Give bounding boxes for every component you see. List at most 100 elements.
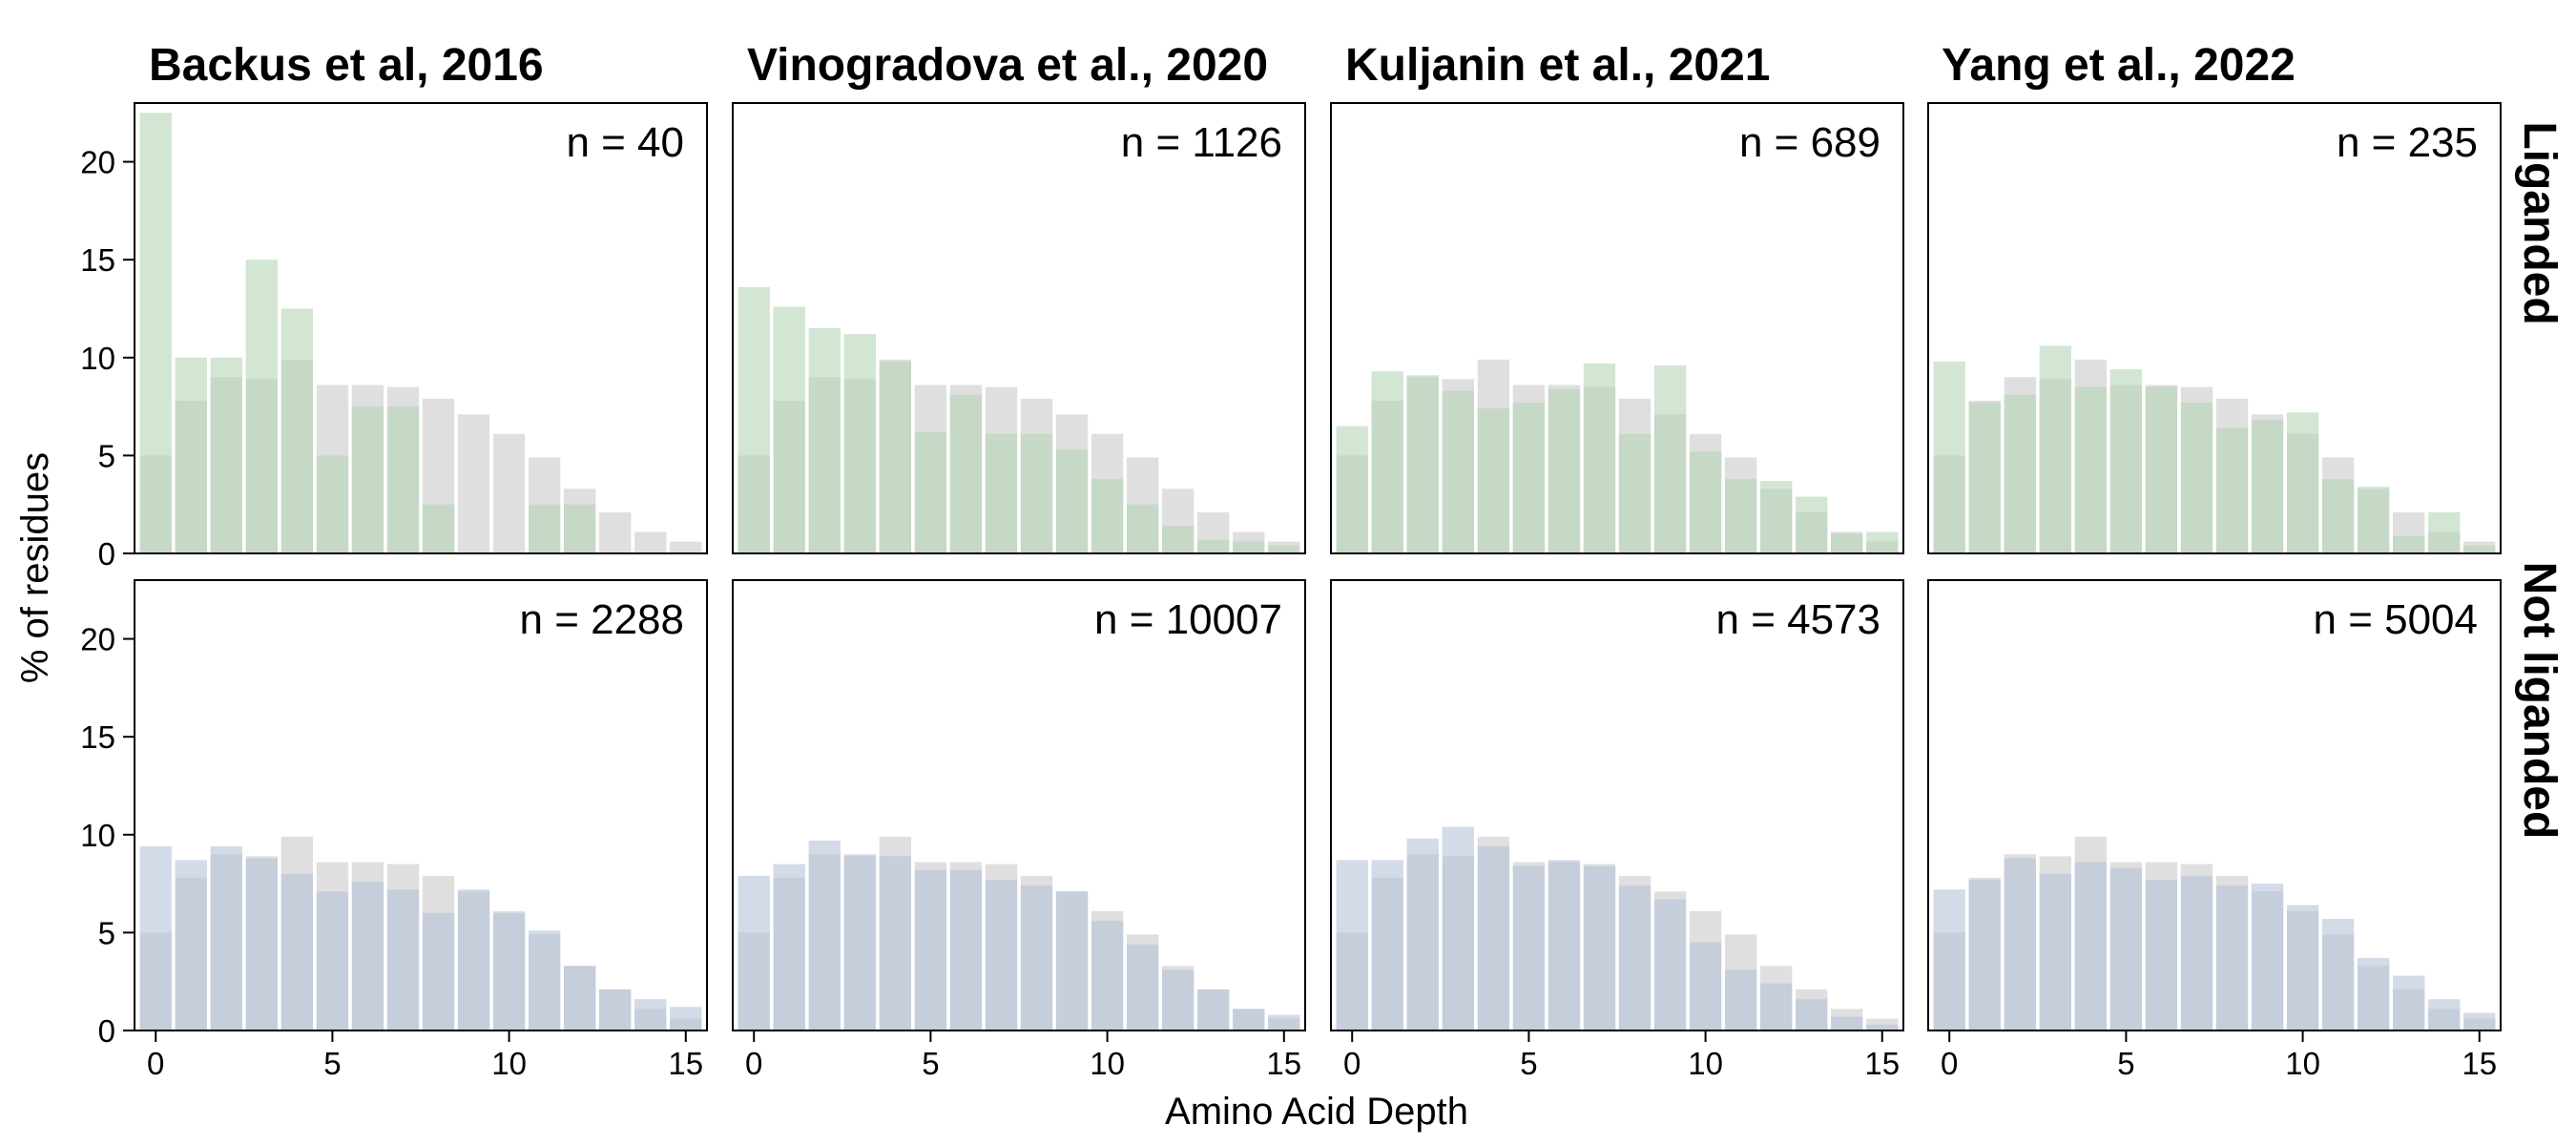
not-liganded-bar bbox=[528, 930, 561, 1030]
y-tick-label: 5 bbox=[98, 438, 115, 473]
liganded-bar bbox=[2215, 427, 2249, 553]
liganded-bar bbox=[528, 504, 561, 553]
not-liganded-bar bbox=[843, 854, 876, 1030]
not-liganded-bar bbox=[245, 858, 278, 1030]
x-tick-label: 15 bbox=[1864, 1046, 1900, 1081]
not-liganded-bar bbox=[1548, 860, 1581, 1030]
background-bar bbox=[492, 433, 526, 553]
x-tick-label: 10 bbox=[1688, 1046, 1723, 1081]
liganded-bar bbox=[139, 113, 172, 554]
y-tick-label: 10 bbox=[80, 818, 115, 853]
liganded-bar bbox=[1162, 526, 1195, 553]
liganded-bar bbox=[879, 361, 912, 553]
column-title-4: Yang et al., 2022 bbox=[1942, 40, 2296, 91]
liganded-bar bbox=[1442, 390, 1474, 553]
liganded-bar bbox=[1796, 496, 1828, 553]
row-label-not-liganded: Not liganded bbox=[2514, 562, 2565, 840]
sample-size-label: n = 4573 bbox=[1716, 596, 1881, 643]
not-liganded-bar bbox=[1020, 885, 1053, 1030]
liganded-bar bbox=[843, 334, 876, 553]
liganded-bar bbox=[1512, 402, 1546, 553]
liganded-bar bbox=[1618, 433, 1652, 553]
not-liganded-bar bbox=[737, 875, 770, 1030]
not-liganded-bar bbox=[457, 889, 490, 1030]
panel-frame bbox=[134, 102, 708, 554]
liganded-bar bbox=[2004, 394, 2036, 553]
not-liganded-bar bbox=[1831, 1016, 1863, 1030]
not-liganded-bar bbox=[2109, 867, 2143, 1030]
y-tick-label: 0 bbox=[98, 536, 115, 572]
sample-size-label: n = 235 bbox=[2337, 119, 2478, 166]
not-liganded-bar bbox=[280, 873, 314, 1030]
panel-frame bbox=[134, 579, 708, 1031]
x-tick-label: 15 bbox=[1266, 1046, 1301, 1081]
not-liganded-bar bbox=[634, 999, 667, 1030]
not-liganded-bar bbox=[1055, 891, 1089, 1030]
row-label-liganded: Liganded bbox=[2514, 121, 2565, 324]
not-liganded-bar bbox=[1126, 944, 1159, 1030]
liganded-bar bbox=[351, 406, 384, 553]
not-liganded-bar bbox=[1618, 885, 1652, 1030]
sample-size-label: n = 2288 bbox=[520, 596, 685, 643]
liganded-bar bbox=[175, 357, 207, 553]
liganded-bar bbox=[1197, 539, 1230, 553]
liganded-bar bbox=[808, 328, 841, 553]
not-liganded-bar bbox=[1091, 921, 1124, 1030]
not-liganded-bar bbox=[175, 860, 207, 1030]
liganded-bar bbox=[1760, 481, 1793, 553]
x-tick-label: 10 bbox=[1090, 1046, 1125, 1081]
not-liganded-bar bbox=[1512, 865, 1546, 1030]
liganded-bar bbox=[280, 308, 314, 553]
liganded-bar bbox=[2358, 487, 2390, 553]
not-liganded-bar bbox=[2321, 919, 2355, 1030]
liganded-bar bbox=[2321, 479, 2355, 553]
y-tick-label: 10 bbox=[80, 341, 115, 376]
panel-frame bbox=[732, 579, 1306, 1031]
panel-frame bbox=[1927, 102, 2502, 554]
not-liganded-bar bbox=[1689, 942, 1722, 1030]
y-tick-label: 5 bbox=[98, 915, 115, 950]
not-liganded-bar bbox=[2004, 858, 2036, 1030]
not-liganded-bar bbox=[1968, 879, 2001, 1030]
background-bar bbox=[634, 531, 667, 553]
background-bar bbox=[457, 414, 490, 553]
y-axis-title: % of residues bbox=[14, 452, 56, 683]
background-bar bbox=[670, 541, 702, 553]
not-liganded-bar bbox=[2180, 875, 2213, 1030]
not-liganded-bar bbox=[1233, 1009, 1265, 1030]
liganded-bar bbox=[1020, 433, 1053, 553]
liganded-bar bbox=[1689, 451, 1722, 553]
panel-frame bbox=[732, 102, 1306, 554]
liganded-bar bbox=[1583, 363, 1616, 553]
liganded-bar bbox=[1055, 449, 1089, 553]
not-liganded-bar bbox=[2428, 999, 2461, 1030]
liganded-bar bbox=[1336, 426, 1368, 553]
liganded-bar bbox=[422, 504, 455, 553]
liganded-bar bbox=[316, 455, 349, 553]
not-liganded-bar bbox=[599, 989, 632, 1030]
not-liganded-bar bbox=[1371, 860, 1403, 1030]
liganded-bar bbox=[2039, 345, 2071, 553]
column-title-3: Kuljanin et al., 2021 bbox=[1345, 40, 1771, 91]
panel-6: n = 10007 0 5 10 15 bbox=[732, 579, 1306, 1081]
not-liganded-bar bbox=[422, 912, 455, 1030]
not-liganded-bar bbox=[2215, 885, 2249, 1030]
not-liganded-bar bbox=[1583, 865, 1616, 1030]
y-tick-label: 15 bbox=[80, 719, 115, 755]
panel-3: n = 689 bbox=[1330, 102, 1904, 554]
not-liganded-bar bbox=[1442, 826, 1474, 1030]
liganded-bar bbox=[773, 306, 805, 553]
not-liganded-bar bbox=[2039, 873, 2071, 1030]
not-liganded-bar bbox=[564, 966, 596, 1030]
y-tick-label: 0 bbox=[98, 1013, 115, 1049]
not-liganded-bar bbox=[2463, 1012, 2496, 1030]
panel-8: n = 5004 0 5 10 15 bbox=[1927, 579, 2502, 1081]
not-liganded-bar bbox=[1477, 846, 1510, 1030]
not-liganded-bar bbox=[2145, 879, 2178, 1030]
liganded-bar bbox=[1268, 545, 1300, 553]
liganded-bar bbox=[985, 433, 1018, 553]
not-liganded-bar bbox=[139, 846, 172, 1030]
liganded-bar bbox=[1653, 364, 1687, 553]
liganded-bar bbox=[210, 357, 242, 553]
